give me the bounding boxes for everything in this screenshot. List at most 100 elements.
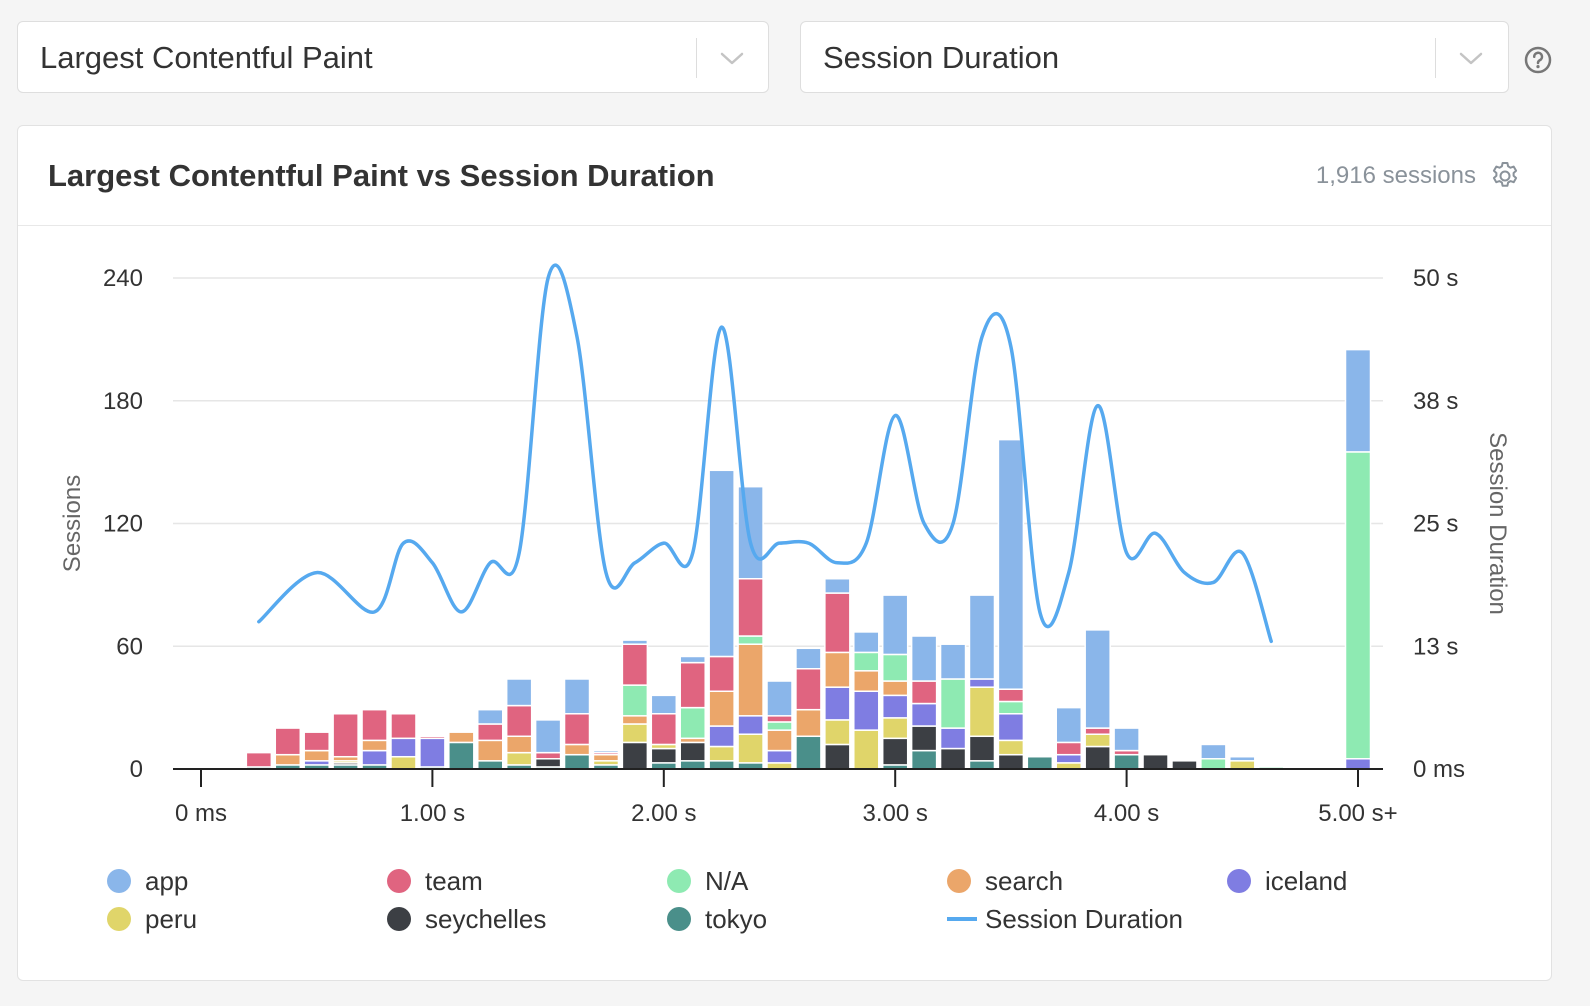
bar-segment: [766, 715, 793, 723]
bar-segment: [679, 655, 706, 664]
y-axis-title: Sessions: [59, 475, 86, 572]
bar-segment: [245, 751, 273, 768]
bar-segment: [708, 469, 735, 658]
bar-segment: [361, 749, 388, 766]
bar-segment: [505, 751, 533, 766]
x-tick-label: 0 ms: [175, 800, 227, 827]
bar-segment: [824, 686, 851, 721]
y-tick-label: 0: [130, 756, 143, 783]
bar-segment: [477, 723, 504, 742]
bar-segment: [563, 713, 591, 746]
bar-segment: [708, 760, 735, 770]
bar-segment: [679, 706, 706, 740]
bar-segment: [1084, 733, 1111, 748]
bar-segment: [679, 741, 706, 762]
bar-segment: [563, 743, 591, 756]
bar-segment: [824, 651, 851, 688]
bar-segment: [650, 694, 678, 715]
legend-label: peru: [145, 904, 198, 934]
bar-segment: [621, 639, 649, 645]
x-tick-label: 1.00 s: [400, 800, 465, 827]
bar-segment: [997, 739, 1025, 756]
bar-segment: [390, 737, 417, 758]
y2-tick-label: 25 s: [1413, 511, 1458, 538]
legend-dot: [387, 907, 411, 931]
bar-segment: [968, 594, 996, 680]
legend-label: seychelles: [425, 904, 547, 934]
bar-segment: [881, 737, 909, 766]
bar-segment: [881, 680, 909, 697]
bar-segment: [795, 708, 822, 738]
bar-segment: [824, 577, 851, 594]
chevron-down-icon[interactable]: [1458, 48, 1484, 68]
bar-segment: [303, 731, 330, 752]
legend-label: search: [985, 866, 1064, 896]
bar-segment: [997, 688, 1025, 703]
chevron-down-icon[interactable]: [719, 48, 745, 68]
bar-segment: [824, 743, 851, 770]
bar-segment: [968, 678, 996, 688]
bar-segment: [563, 678, 591, 715]
bar-segment: [910, 702, 938, 727]
bar-segment: [853, 651, 880, 672]
bar-segment: [679, 760, 706, 770]
gear-icon[interactable]: [1489, 160, 1521, 192]
bar-segment: [795, 735, 822, 770]
dimension-select-value: Session Duration: [823, 40, 1060, 75]
bar-segment: [534, 719, 562, 754]
x-tick-label: 3.00 s: [863, 800, 928, 827]
bar-segment: [997, 713, 1025, 742]
y2-axis-title: Session Duration: [1484, 432, 1511, 615]
bar-segment: [766, 721, 793, 731]
chart: 0 0 ms 60 13 s 120 25 s 180 38 s 240 50 s 0 ms 1.00…: [59, 263, 1511, 827]
bar-segment: [766, 729, 793, 752]
bar-segment: [505, 735, 533, 754]
y-tick-label: 60: [116, 633, 143, 660]
x-tick-label: 4.00 s: [1094, 800, 1159, 827]
legend-label: iceland: [1265, 866, 1348, 896]
legend-dot: [667, 907, 691, 931]
session-duration-line: [257, 263, 1273, 644]
help-icon[interactable]: [1523, 45, 1553, 75]
legend-dot: [1227, 869, 1251, 893]
bar-segment: [534, 758, 562, 768]
bar-segment: [997, 753, 1025, 770]
bar-segment: [708, 690, 735, 727]
bar-segment: [477, 760, 504, 770]
y2-tick-label: 50 s: [1413, 265, 1458, 292]
bar-segment: [621, 723, 649, 744]
bar-segment: [390, 755, 417, 770]
bar-segment: [1200, 758, 1227, 770]
bar-segment: [448, 741, 475, 770]
bar-segment: [621, 715, 649, 725]
bar-segment: [910, 680, 938, 705]
legend-label: app: [145, 866, 189, 896]
bar-segment: [853, 631, 880, 654]
bar-segment: [910, 725, 938, 752]
bar-segment: [1344, 348, 1372, 453]
bar-segment: [737, 577, 764, 637]
bar-segment: [419, 737, 446, 768]
legend-line-swatch: [947, 917, 977, 921]
y-tick-label: 180: [103, 388, 143, 415]
bar-segment: [737, 643, 764, 717]
bar-segment: [621, 741, 649, 770]
bar-segment: [1026, 755, 1054, 770]
bar-segment: [824, 592, 851, 654]
bar-segment: [1200, 743, 1227, 760]
bar-segment: [679, 661, 706, 709]
bar-segment: [737, 485, 764, 580]
legend-label: tokyo: [705, 904, 768, 934]
bar-segment: [650, 713, 678, 746]
bar-segment: [419, 735, 446, 740]
bar-segment: [708, 745, 735, 762]
select-divider: [1435, 38, 1436, 78]
bar-segment: [303, 749, 330, 762]
bar-segment: [1229, 755, 1256, 762]
y2-tick-label: 38 s: [1413, 388, 1458, 415]
bar-segment: [274, 727, 302, 756]
bar-segment: [1344, 451, 1372, 760]
dimension-select[interactable]: Session Duration: [800, 21, 1509, 93]
bar-segment: [968, 735, 996, 762]
metric-select[interactable]: Largest Contentful Paint: [17, 21, 769, 93]
